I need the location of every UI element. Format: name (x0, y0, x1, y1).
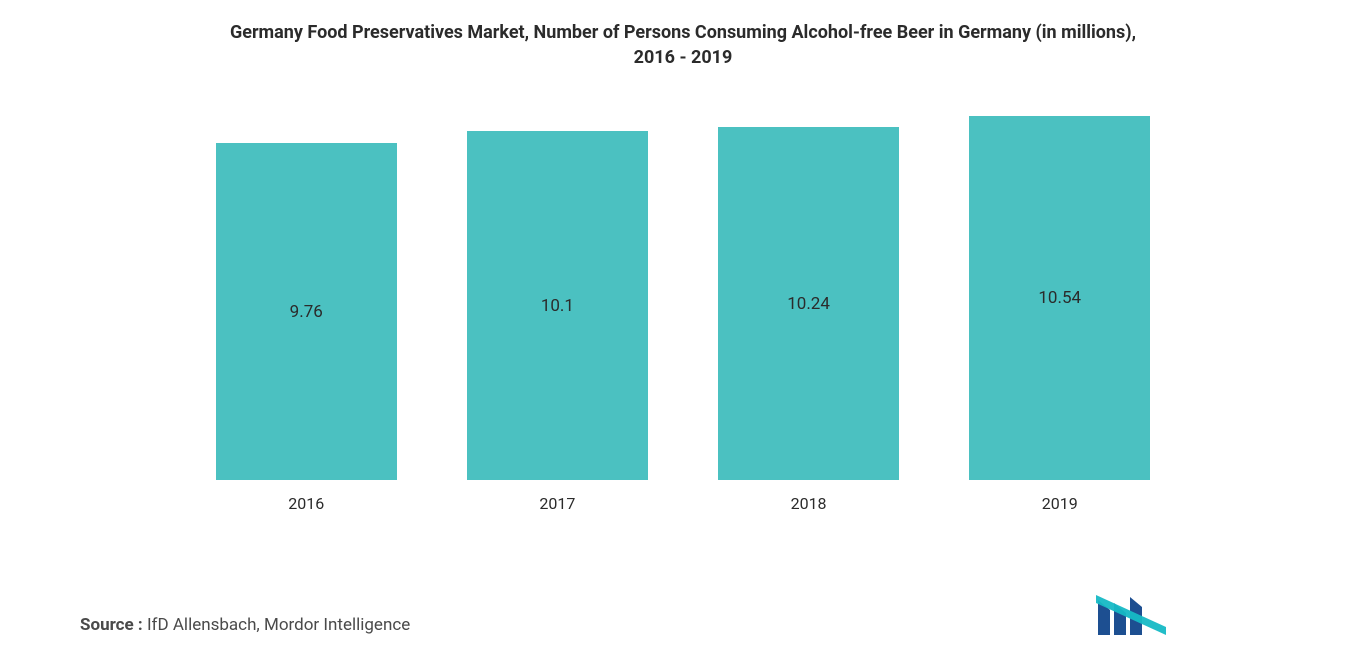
source-text: IfD Allensbach, Mordor Intelligence (147, 615, 410, 635)
category-label: 2018 (702, 494, 915, 513)
bar: 10.54 (969, 116, 1150, 480)
category-label: 2016 (200, 494, 413, 513)
bar-slot: 10.1 (451, 100, 664, 480)
logo-icon (1096, 595, 1166, 635)
bar-slot: 10.54 (953, 100, 1166, 480)
bar-value-label: 9.76 (290, 302, 323, 322)
brand-logo (1096, 595, 1166, 635)
chart-title-line1: Germany Food Preservatives Market, Numbe… (230, 22, 1136, 43)
bar: 10.1 (467, 131, 648, 480)
bar-value-label: 10.24 (787, 294, 830, 314)
chart-footer: Source : IfD Allensbach, Mordor Intellig… (40, 595, 1326, 645)
source-prefix: Source : (80, 615, 143, 635)
bar-slot: 10.24 (702, 100, 915, 480)
bar-slot: 9.76 (200, 100, 413, 480)
bars-row: 9.76 10.1 10.24 10.54 (200, 100, 1166, 480)
chart-container: Germany Food Preservatives Market, Numbe… (0, 0, 1366, 655)
chart-plot-area: 9.76 10.1 10.24 10.54 2016 2017 2018 2019 (40, 100, 1326, 595)
bar-value-label: 10.1 (541, 296, 574, 316)
category-label: 2019 (953, 494, 1166, 513)
source-attribution: Source : IfD Allensbach, Mordor Intellig… (80, 615, 410, 635)
bar-value-label: 10.54 (1038, 288, 1081, 308)
category-label: 2017 (451, 494, 664, 513)
chart-title-line2: 2016 - 2019 (634, 47, 733, 68)
category-axis: 2016 2017 2018 2019 (200, 494, 1166, 513)
bar: 9.76 (216, 143, 397, 480)
bar: 10.24 (718, 127, 899, 481)
chart-title: Germany Food Preservatives Market, Numbe… (230, 20, 1136, 70)
